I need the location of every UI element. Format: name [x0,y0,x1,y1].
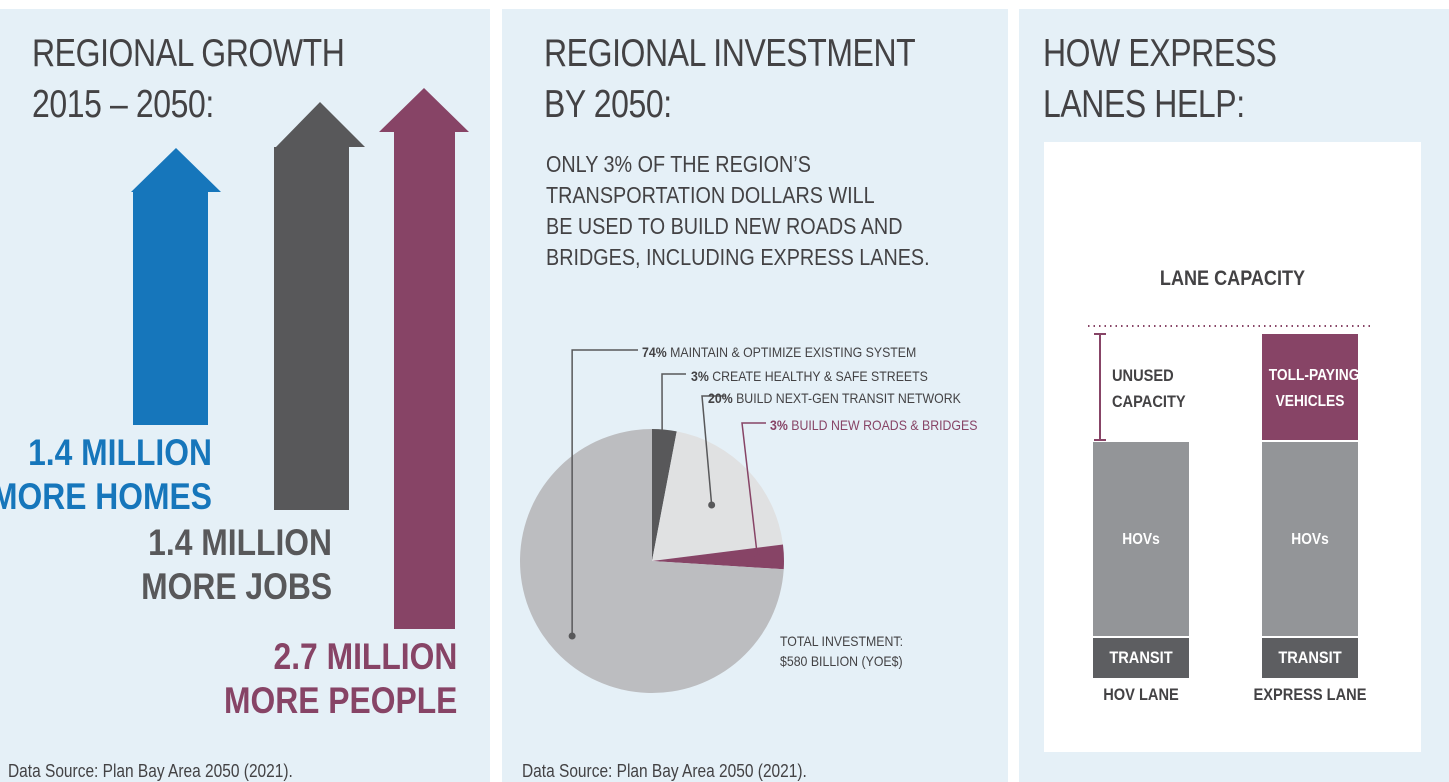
hov-lane-transit-label: TRANSIT [1109,648,1173,667]
hov-lane-hovs-bar [1093,442,1189,636]
lane-capacity-title: LANE CAPACITY [1159,267,1306,290]
growth-arrows [131,88,469,629]
lane-capacity-card: LANE CAPACITY UNUSED CAPACITY TOLL-PAYIN… [1044,142,1421,752]
pie-leader-dot-transit-network [708,501,716,509]
pie-slice-transit-network [652,431,783,561]
hov-lane-hovs-label: HOVs [1122,531,1160,548]
people-arrow [379,88,469,629]
toll-paying-label: TOLL-PAYING VEHICLES [1268,367,1360,410]
growth-source: Data Source: Plan Bay Area 2050 (2021). [8,761,293,781]
express-lane-transit-label: TRANSIT [1278,648,1342,667]
growth-title: REGIONAL GROWTH 2015 – 2050: [32,32,345,126]
pie-label-roads-bridges: 3% BUILD NEW ROADS & BRIDGES [770,417,978,433]
pie-slice-roads-bridges [652,544,784,570]
pie-leader-dot-healthy-streets [658,449,666,457]
total-investment: TOTAL INVESTMENT: $580 BILLION (YOE$) [780,633,903,669]
people-label: 2.7 MILLION MORE PEOPLE [223,636,457,721]
homes-label: 1.4 MILLION MORE HOMES [0,432,212,517]
express-lanes-panel: HOW EXPRESS LANES HELP: LANE CAPACITY UN… [1019,9,1449,782]
unused-capacity-label: UNUSED CAPACITY [1112,366,1186,411]
hov-lane-transit-bar [1093,638,1189,678]
express-lane-hovs-bar [1262,442,1358,636]
pie-label-maintain: 74% MAINTAIN & OPTIMIZE EXISTING SYSTEM [642,344,917,360]
investment-intro: ONLY 3% OF THE REGION’S TRANSPORTATION D… [546,151,930,270]
express-lane-toll-bar [1262,334,1358,440]
express-lane-label: EXPRESS LANE [1253,685,1367,704]
pie-leader-dot-maintain [568,632,576,640]
hov-lane-label: HOV LANE [1103,685,1179,704]
pie-leader-transit-network [701,395,726,506]
jobs-label: 1.4 MILLION MORE JOBS [141,522,332,607]
pie-label-transit-network: 20% BUILD NEXT-GEN TRANSIT NETWORK [708,390,961,406]
regional-growth-panel: REGIONAL GROWTH 2015 – 2050: 1.4 MILLION… [0,9,490,782]
jobs-arrow [274,102,365,510]
pie-slice-maintain [520,429,784,693]
pie-leader-maintain [571,349,638,636]
pie-leader-healthy-streets [661,373,686,454]
investment-pie-chart [520,349,784,693]
pie-label-healthy-streets: 3% CREATE HEALTHY & SAFE STREETS [691,368,928,384]
pie-leader-roads-bridges [741,422,766,558]
lane-capacity-chart [1088,325,1374,678]
express-lane-hovs-label: HOVs [1291,531,1329,548]
regional-investment-panel: REGIONAL INVESTMENT BY 2050: ONLY 3% OF … [502,9,1008,782]
investment-title: REGIONAL INVESTMENT BY 2050: [544,32,916,126]
investment-source: Data Source: Plan Bay Area 2050 (2021). [522,761,807,781]
express-lane-transit-bar [1262,638,1358,678]
pie-slice-healthy-streets [652,429,677,561]
homes-arrow [131,148,221,425]
pie-leader-dot-roads-bridges [754,554,762,562]
express-title: HOW EXPRESS LANES HELP: [1043,32,1277,126]
